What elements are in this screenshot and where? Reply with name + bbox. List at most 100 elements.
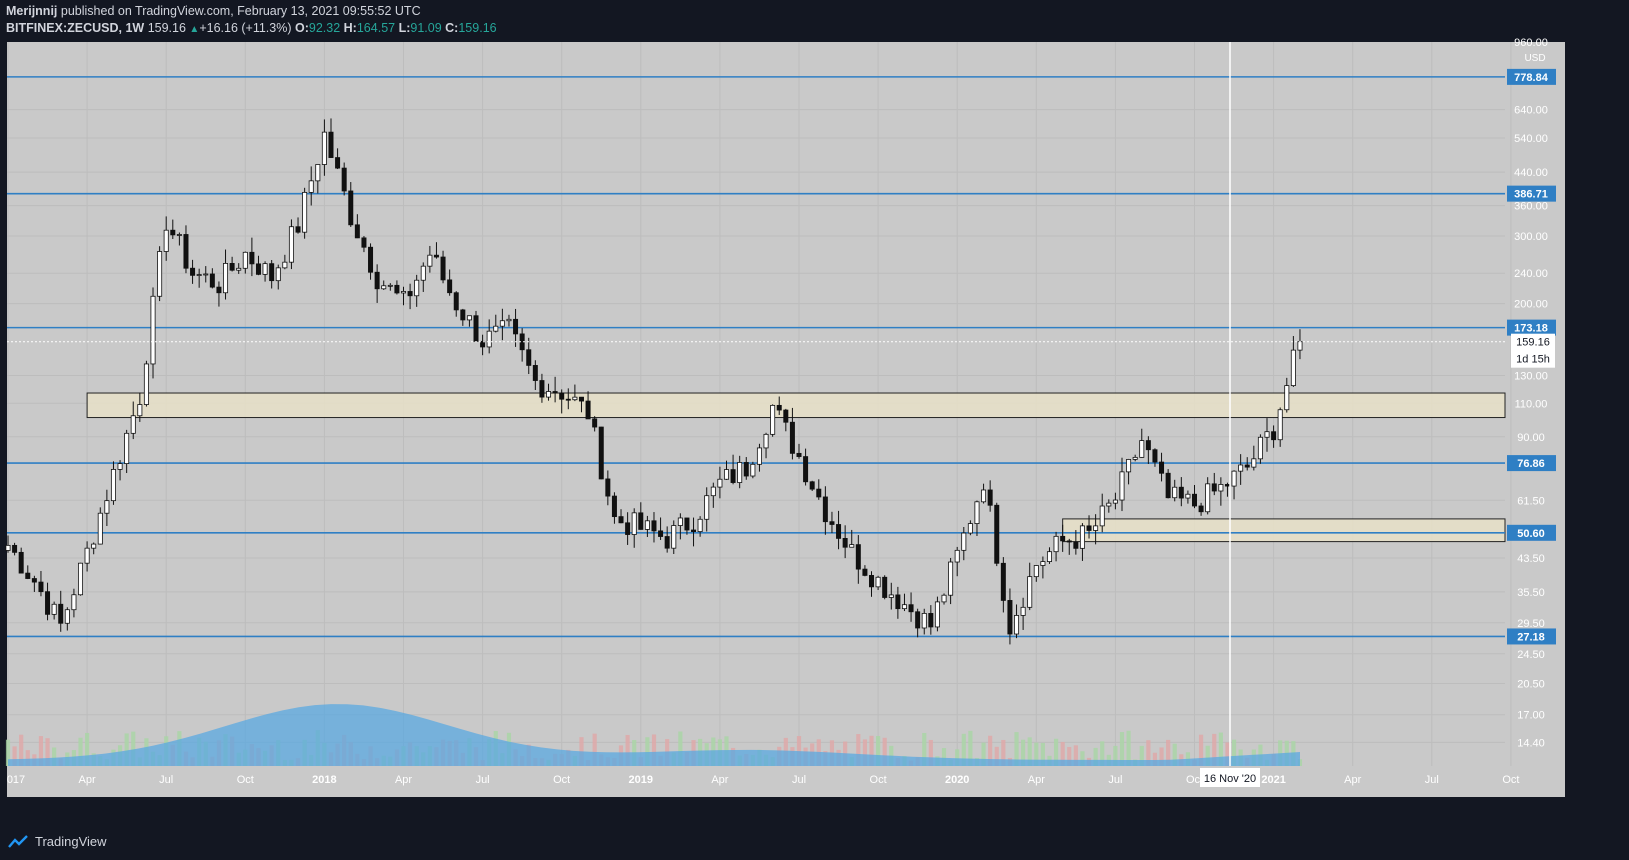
level-badge: [1507, 628, 1556, 645]
level-badge: [1507, 455, 1556, 472]
candle-body: [1040, 561, 1046, 566]
x-tick-label: Apr: [1028, 774, 1045, 786]
candle-body: [954, 549, 960, 563]
symbol[interactable]: BITFINEX:ZECUSD, 1W: [6, 21, 145, 35]
volume-bar: [941, 748, 947, 766]
price-change: +16.16 (+11.3%): [199, 21, 292, 35]
author-name[interactable]: Merijnnij: [6, 4, 58, 18]
candle-body: [578, 396, 584, 402]
candle-body: [216, 286, 222, 294]
volume-bar: [1014, 732, 1019, 766]
candle-body: [1066, 540, 1072, 543]
volume-bar: [1100, 741, 1105, 766]
candle-body: [196, 274, 202, 276]
x-tick-label: 017: [7, 774, 25, 786]
volume-bar: [1080, 751, 1085, 766]
y-tick-label: 240.00: [1514, 268, 1548, 280]
volume-bar: [1166, 739, 1171, 766]
tradingview-logo-icon: [8, 834, 28, 848]
candle-body: [796, 452, 802, 457]
candle-body: [651, 520, 657, 532]
time-axis[interactable]: 017 Apr Jul Oct 2018 Apr Jul Oct 2019 Apr Jul Oct 20…: [7, 774, 1520, 786]
candle-body: [157, 251, 163, 297]
candle-body: [427, 254, 433, 267]
candle-body: [658, 530, 664, 537]
volume-bar: [862, 739, 868, 766]
volume-bar: [1093, 747, 1098, 766]
footer-brand[interactable]: TradingView: [8, 834, 107, 849]
level-label: 386.71: [1514, 189, 1548, 201]
candle-body: [97, 512, 103, 545]
candle-body: [671, 525, 677, 549]
volume-bar: [1119, 732, 1125, 766]
x-tick-label: Oct: [553, 774, 570, 786]
candle-body: [315, 164, 321, 182]
candle-body: [869, 575, 875, 588]
candle-body: [282, 261, 288, 269]
candle-body: [539, 380, 545, 398]
volume-bar: [1278, 740, 1283, 766]
volume-bar: [1073, 745, 1078, 766]
last-price-badge: [1511, 333, 1555, 368]
candle-body: [308, 180, 314, 193]
candle-body: [783, 409, 789, 423]
volume-bar: [1139, 745, 1144, 766]
volume-bar: [1034, 742, 1039, 766]
y-tick-label: 20.50: [1517, 678, 1545, 690]
volume-bar: [876, 736, 881, 766]
candle-body: [770, 404, 776, 435]
candle-body: [875, 576, 881, 588]
candle-body: [1093, 525, 1099, 531]
x-tick-label: Oct: [1186, 774, 1203, 786]
volume-bar: [52, 747, 57, 766]
volume-bar: [1001, 739, 1006, 766]
axis-badges: 16 Nov '20 159.16 1d 15h: [1200, 333, 1555, 787]
level-label: 76.86: [1517, 458, 1545, 470]
support-resistance-zones: [86, 392, 1506, 543]
candle-body: [605, 478, 611, 497]
volume-bar: [988, 735, 993, 766]
x-tick-label: 2021: [1261, 774, 1285, 786]
candle-body: [262, 263, 268, 275]
x-tick-label: Apr: [79, 774, 96, 786]
volume-bar: [882, 737, 887, 766]
candle-body: [532, 365, 538, 381]
candle-body: [275, 267, 281, 282]
candle-body: [592, 418, 598, 428]
volume-bar: [678, 731, 683, 766]
volume-bar: [1021, 739, 1026, 766]
candle-body: [1192, 493, 1198, 507]
candle-body: [572, 396, 578, 401]
volume-bar: [968, 730, 973, 766]
x-tick-label: Apr: [711, 774, 728, 786]
candle-body: [644, 520, 650, 530]
candle-body: [1145, 440, 1151, 451]
high-value: 164.57: [356, 21, 396, 35]
last-price: 159.16: [147, 21, 186, 35]
candle-body: [91, 543, 97, 549]
candle-body: [618, 516, 624, 524]
candle-body: [176, 234, 182, 236]
volume-bar: [856, 734, 861, 766]
candle-body: [368, 246, 374, 273]
volume-bar: [922, 732, 927, 766]
candle-body: [71, 594, 77, 611]
volume-bar: [1159, 747, 1164, 766]
volume-bar: [1060, 741, 1065, 766]
price-axis[interactable]: 778.84 386.71 173.18 76.86 50.60 27.18 14.40 17…: [1507, 37, 1556, 749]
volume-bar: [961, 733, 966, 766]
x-tick-label: Oct: [1502, 774, 1519, 786]
candle-body: [559, 392, 565, 400]
x-tick-label: Apr: [1344, 774, 1361, 786]
candle-body: [1290, 349, 1296, 387]
candle-body: [1007, 600, 1013, 635]
candle-body: [25, 572, 31, 579]
candle-body: [1027, 576, 1033, 608]
candle-body: [1132, 456, 1138, 460]
candle-body: [288, 226, 294, 263]
candle-body: [45, 591, 51, 615]
candle-body: [1079, 525, 1085, 549]
x-tick-label: Apr: [395, 774, 412, 786]
candle-body: [1020, 606, 1026, 616]
